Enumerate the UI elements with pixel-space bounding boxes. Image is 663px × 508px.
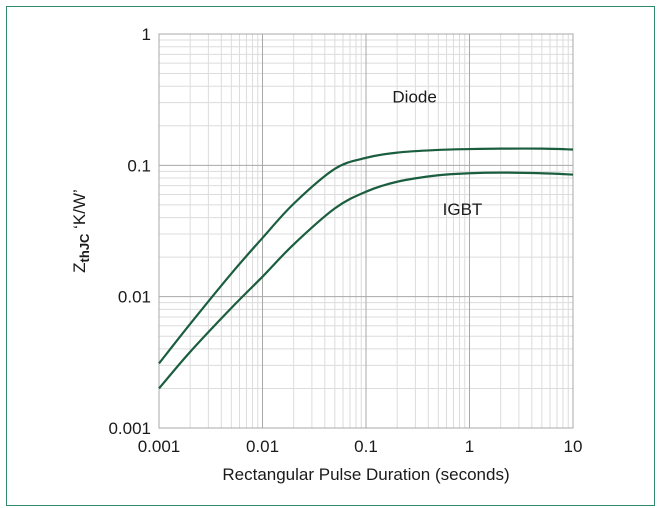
- x-tick-label: 0.01: [246, 437, 279, 456]
- x-axis-title: Rectangular Pulse Duration (seconds): [222, 465, 509, 484]
- x-tick-label: 10: [564, 437, 583, 456]
- y-axis-title-sub: thJC: [77, 233, 92, 263]
- curve-labels: Diode IGBT: [392, 88, 482, 219]
- series-label-igbt: IGBT: [443, 200, 483, 219]
- y-axis-title: ZthJC ‘K/W’: [70, 189, 92, 273]
- plot-area-border: [158, 33, 574, 429]
- tick-labels: 0.001 0.01 0.1 1 10 0.001 0.01 0.1 1: [108, 25, 582, 456]
- y-axis-title-unit: ‘K/W’: [70, 189, 89, 233]
- x-tick-label: 1: [465, 437, 474, 456]
- x-tick-label: 0.1: [354, 437, 378, 456]
- y-tick-label: 0.001: [108, 419, 151, 438]
- y-tick-label: 0.01: [118, 288, 151, 307]
- y-tick-label: 0.1: [127, 156, 151, 175]
- x-tick-label: 0.001: [138, 437, 181, 456]
- series-line-igbt: [158, 171, 574, 390]
- chart-frame: 0.001 0.01 0.1 1 10 0.001 0.01 0.1 1 Diode IGBT R…: [6, 6, 655, 506]
- y-tick-label: 1: [142, 25, 151, 44]
- y-axis-title-main: Z: [70, 262, 89, 272]
- major-gridlines: [158, 33, 574, 429]
- minor-gridlines: [159, 34, 573, 428]
- series-label-diode: Diode: [392, 88, 436, 107]
- thermal-impedance-chart: 0.001 0.01 0.1 1 10 0.001 0.01 0.1 1 Diode IGBT R…: [70, 25, 582, 484]
- series-curves: [158, 147, 574, 390]
- series-line-diode: [158, 147, 574, 365]
